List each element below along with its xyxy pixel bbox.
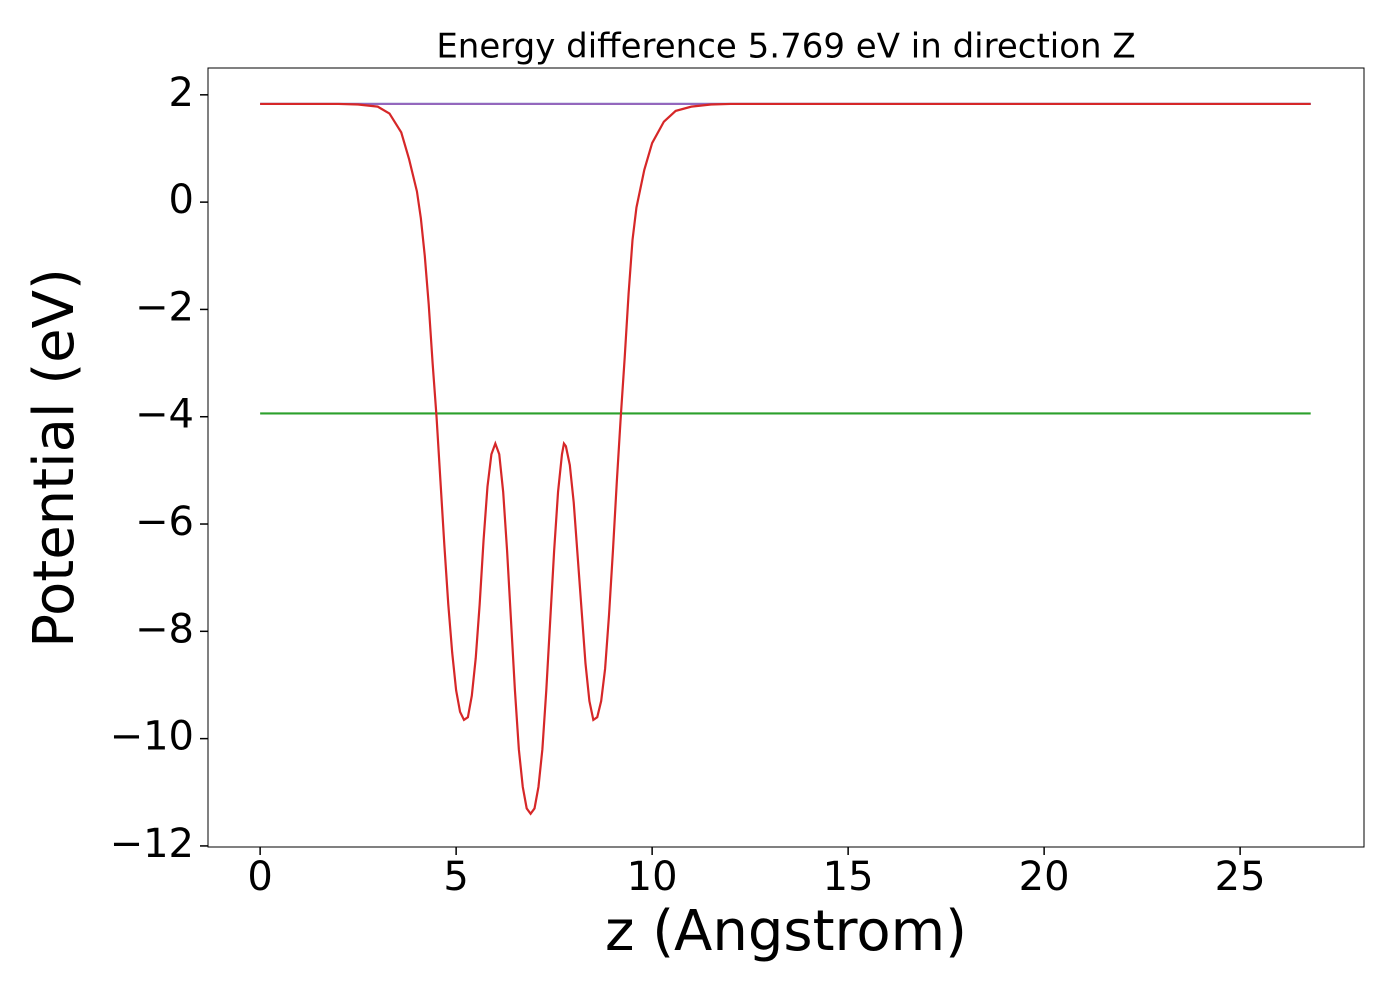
y-tick-label: −6	[135, 499, 194, 545]
x-tick-label: 0	[247, 854, 272, 900]
y-tick-label: −10	[110, 714, 194, 760]
x-tick-label: 20	[1019, 854, 1070, 900]
y-tick-label: −4	[135, 392, 194, 438]
line	[260, 102, 1311, 816]
y-axis-label: Potential (eV)	[22, 268, 87, 648]
chart-title: Energy difference 5.769 eV in direction …	[436, 27, 1135, 67]
y-tick-label: −2	[135, 284, 194, 330]
y-tick-label: 0	[169, 177, 194, 223]
plot-frame	[207, 67, 1365, 848]
x-tick-label: 10	[627, 854, 678, 900]
y-tick-label: −12	[110, 821, 194, 867]
y-tick-label: −8	[135, 606, 194, 652]
x-tick-label: 5	[443, 854, 468, 900]
x-axis-label: z (Angstrom)	[605, 899, 967, 964]
y-tick-label: 2	[169, 70, 194, 116]
x-tick-label: 15	[823, 854, 874, 900]
x-tick-label: 25	[1215, 854, 1266, 900]
